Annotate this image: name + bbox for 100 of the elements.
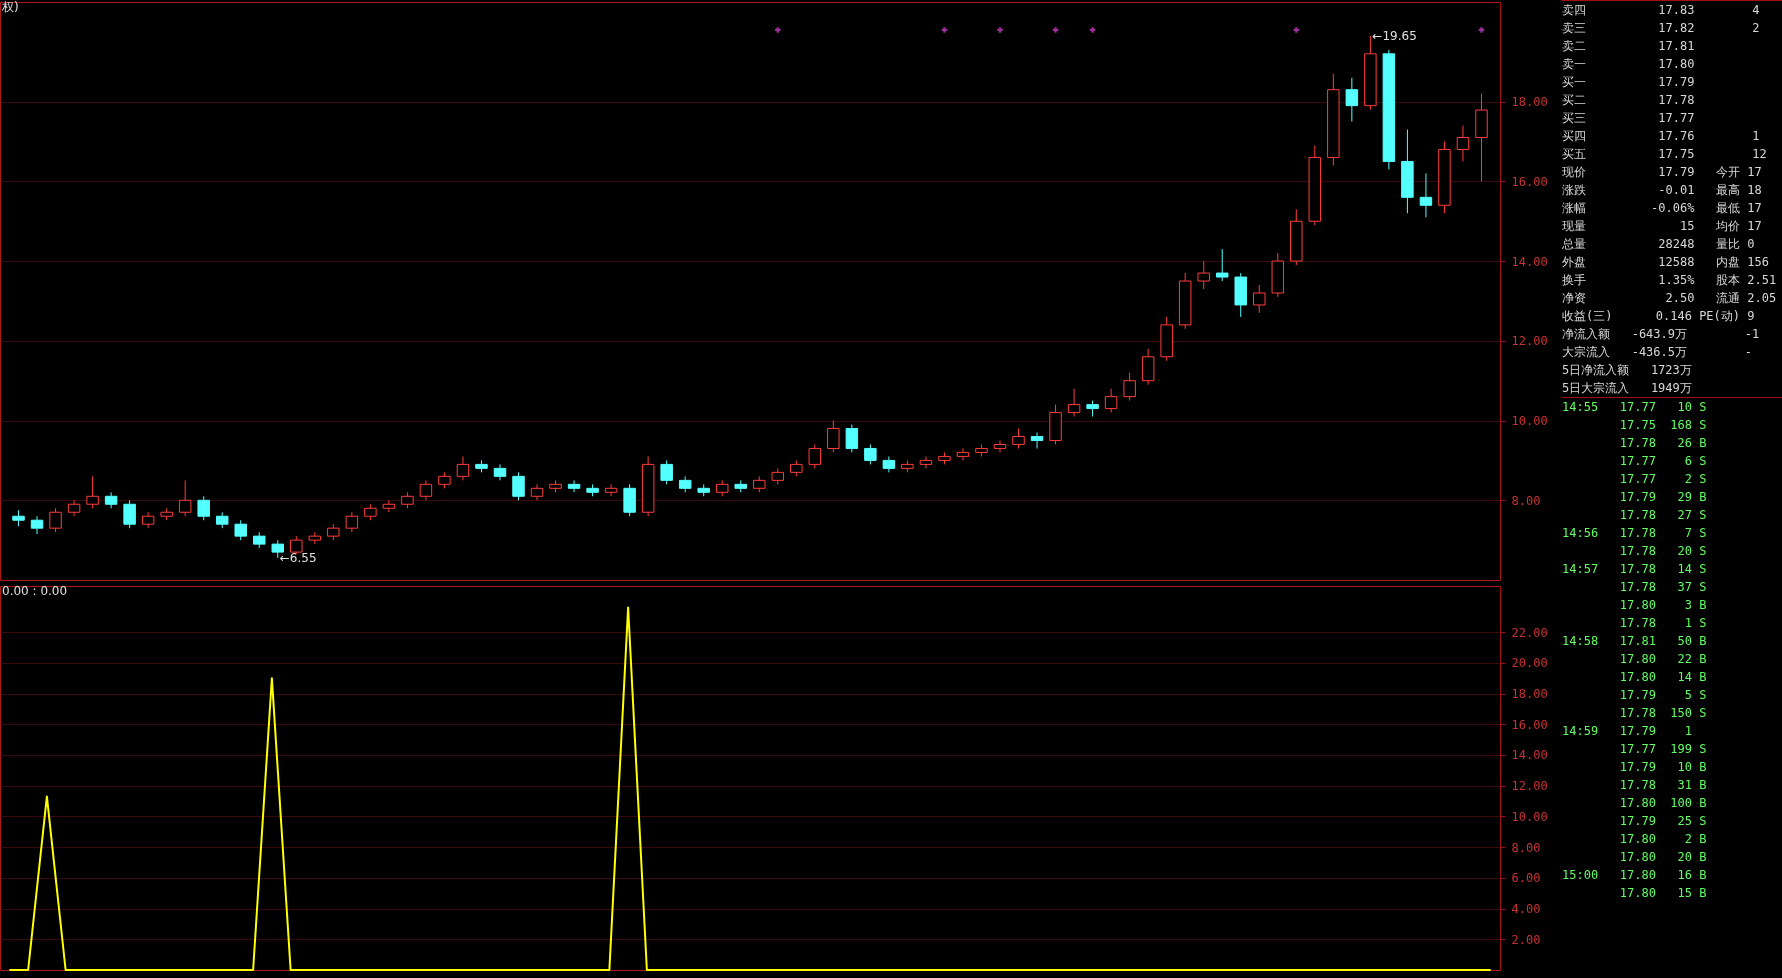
text: 涨跌 -0.01 最高 18 bbox=[1562, 183, 1762, 197]
candlestick bbox=[345, 511, 359, 533]
y-tick-label: 18.00 bbox=[1511, 95, 1548, 110]
candlestick bbox=[123, 499, 136, 529]
annotation: ←6.55 bbox=[279, 551, 317, 566]
text: 17.78 150 S bbox=[1619, 706, 1707, 720]
text: 现量 15 均价 17 bbox=[1562, 219, 1762, 233]
y-tick-label: 22.00 bbox=[1511, 625, 1548, 640]
candlestick bbox=[827, 420, 840, 453]
candlestick bbox=[234, 519, 247, 541]
text: 总量 28248 量比 0 bbox=[1562, 237, 1755, 251]
candlestick bbox=[1067, 388, 1081, 418]
candlestick bbox=[623, 483, 636, 517]
text: 外盘 12588 内盘 156 bbox=[1562, 255, 1769, 269]
candlestick bbox=[86, 475, 99, 509]
candlestick bbox=[604, 483, 618, 497]
text: 涨幅 -0.06% 最低 17 bbox=[1562, 201, 1762, 215]
text: 17.78 1 S bbox=[1619, 616, 1707, 630]
candlestick bbox=[1345, 77, 1359, 123]
candlestick bbox=[1215, 248, 1229, 282]
candlestick bbox=[1197, 260, 1210, 290]
text: 17.77 6 S bbox=[1619, 454, 1707, 468]
candlestick bbox=[456, 455, 470, 481]
text: 14:55 17.77 10 S bbox=[1562, 400, 1707, 414]
y-tick-label: 2.00 bbox=[1511, 932, 1541, 947]
text: 14:56 17.78 7 S bbox=[1562, 526, 1707, 540]
text: 17.80 100 B bbox=[1619, 796, 1707, 810]
text: 现价 17.79 今开 17 bbox=[1562, 165, 1762, 179]
text: 17.80 2 B bbox=[1619, 832, 1707, 846]
line-series bbox=[8, 606, 1492, 971]
candlestick bbox=[1141, 348, 1155, 386]
text: 14:58 17.81 50 B bbox=[1562, 634, 1707, 648]
text: 17.79 5 S bbox=[1619, 688, 1707, 702]
text: 卖一 17.80 bbox=[1562, 57, 1695, 71]
y-tick-label: 16.00 bbox=[1511, 717, 1548, 732]
text: 净资 2.50 流通 2.05 bbox=[1562, 291, 1777, 305]
text: 17.78 26 B bbox=[1619, 436, 1707, 450]
y-tick-label: 14.00 bbox=[1511, 748, 1548, 763]
y-tick-label: 12.00 bbox=[1511, 334, 1548, 349]
y-tick-label: 8.00 bbox=[1511, 493, 1541, 508]
text: 5日大宗流入 1949万 bbox=[1562, 381, 1692, 395]
text: 5日净流入额 1723万 bbox=[1562, 363, 1692, 377]
y-tick-label: 10.00 bbox=[1511, 809, 1548, 824]
candlestick bbox=[30, 515, 44, 535]
text: 17.78 20 S bbox=[1619, 544, 1707, 558]
text: 净流入额 -643.9万 -1 bbox=[1562, 327, 1760, 341]
y-tick-label: 14.00 bbox=[1511, 254, 1548, 269]
text: 17.79 10 B bbox=[1619, 760, 1707, 774]
text: 买二 17.78 bbox=[1562, 93, 1695, 107]
candlestick bbox=[1030, 432, 1044, 449]
text: 17.77 199 S bbox=[1619, 742, 1707, 756]
candlestick bbox=[1253, 284, 1266, 314]
text: 14:57 17.78 14 S bbox=[1562, 562, 1707, 576]
candlestick bbox=[382, 499, 396, 513]
y-tick-label: 16.00 bbox=[1511, 174, 1548, 189]
candlestick bbox=[1104, 388, 1118, 414]
text: 换手 1.35% 股本 2.51 bbox=[1562, 273, 1777, 287]
candlestick bbox=[1456, 125, 1470, 162]
text: 买一 17.79 bbox=[1562, 75, 1695, 89]
annotation: 0.00 : 0.00 bbox=[2, 584, 68, 598]
text: 17.75 168 S bbox=[1619, 418, 1707, 432]
annotation: 权) bbox=[1, 0, 19, 14]
candlestick bbox=[178, 479, 192, 517]
text: 买四 17.76 1 bbox=[1562, 129, 1760, 143]
text: 17.78 27 S bbox=[1619, 508, 1707, 522]
text: 17.80 20 B bbox=[1619, 850, 1707, 864]
text: 卖三 17.82 2 bbox=[1562, 21, 1760, 35]
text: 14:59 17.79 1 bbox=[1562, 724, 1693, 738]
text: 卖四 17.83 4 bbox=[1562, 3, 1760, 17]
text: 买五 17.75 12 bbox=[1562, 147, 1767, 161]
y-tick-label: 8.00 bbox=[1511, 840, 1541, 855]
candlestick bbox=[660, 459, 673, 485]
candlestick bbox=[808, 443, 822, 469]
candlestick bbox=[993, 439, 1007, 453]
candlestick bbox=[1123, 372, 1136, 402]
y-tick-label: 4.00 bbox=[1511, 902, 1541, 917]
text: 17.80 3 B bbox=[1619, 598, 1707, 612]
candlestick bbox=[845, 424, 859, 453]
annotation: ←19.65 bbox=[1372, 28, 1417, 43]
candlestick bbox=[512, 471, 525, 501]
text: 17.80 15 B bbox=[1619, 886, 1707, 900]
candlestick bbox=[567, 479, 581, 493]
text: 17.78 31 B bbox=[1619, 778, 1707, 792]
text: 17.79 29 B bbox=[1619, 490, 1707, 504]
candlestick bbox=[419, 479, 433, 501]
text: 收益(三) 0.146 PE(动) 9 bbox=[1562, 309, 1755, 323]
candlestick bbox=[49, 507, 62, 533]
text: 买三 17.77 bbox=[1562, 111, 1695, 125]
candlestick bbox=[1012, 428, 1025, 449]
text: 17.80 14 B bbox=[1619, 670, 1707, 684]
candlestick bbox=[1419, 172, 1433, 218]
text: 17.77 2 S bbox=[1619, 472, 1707, 486]
text: 卖二 17.81 bbox=[1562, 39, 1695, 53]
candlestick bbox=[919, 455, 933, 469]
candlestick bbox=[864, 443, 877, 465]
text: 17.79 25 S bbox=[1619, 814, 1707, 828]
y-tick-label: 20.00 bbox=[1511, 656, 1548, 671]
y-tick-label: 6.00 bbox=[1511, 871, 1541, 886]
text: 15:00 17.80 16 B bbox=[1562, 868, 1707, 882]
y-tick-label: 10.00 bbox=[1511, 414, 1548, 429]
